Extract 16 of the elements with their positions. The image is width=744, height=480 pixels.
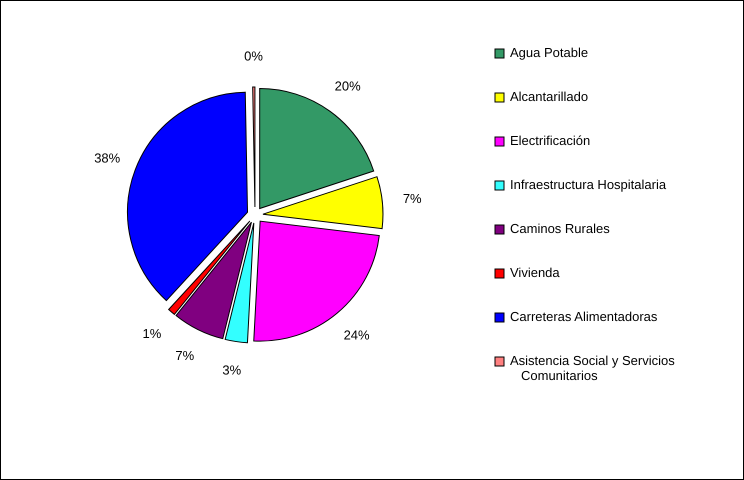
data-label: 38% [94, 150, 121, 166]
data-label: 7% [175, 348, 195, 363]
legend-label: Asistencia Social y Servicios Comunitarios [510, 353, 676, 384]
legend-label: Carreteras Alimentadoras [510, 309, 658, 324]
legend-label: Alcantarillado [510, 89, 588, 104]
legend-label: Electrificación [510, 133, 590, 148]
legend-label: Caminos Rurales [510, 221, 610, 236]
legend-label: Vivienda [510, 265, 560, 280]
legend-label: Infraestructura Hospitalaria [510, 177, 667, 192]
data-label: 24% [344, 327, 370, 342]
data-label: 3% [222, 362, 242, 378]
data-label: 20% [334, 78, 362, 94]
data-label: 1% [142, 326, 162, 342]
data-label: 0% [244, 48, 264, 64]
data-label: 7% [402, 190, 422, 206]
legend-label: Agua Potable [510, 45, 588, 60]
